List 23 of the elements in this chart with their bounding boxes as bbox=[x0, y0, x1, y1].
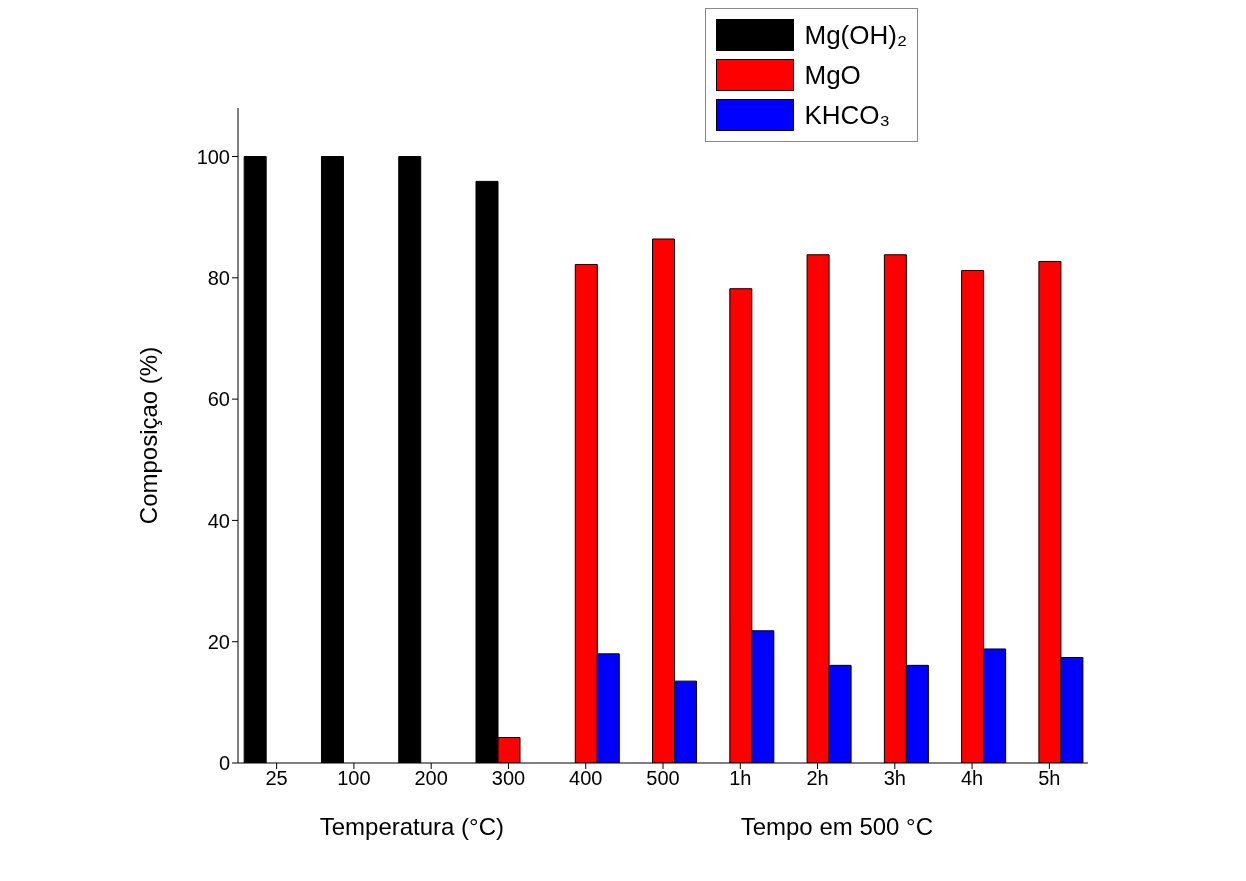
x-tick-label: 100 bbox=[337, 767, 371, 790]
y-tick-label: 60 bbox=[207, 388, 230, 411]
x-tick-label: 400 bbox=[569, 767, 603, 790]
x-tick-label: 300 bbox=[491, 767, 526, 790]
y-axis-title: Composiçao (%) bbox=[134, 346, 162, 525]
x-tick-label: 4h bbox=[960, 767, 984, 790]
x-tick-label: 200 bbox=[414, 767, 448, 790]
x-tick-label: 500 bbox=[646, 767, 680, 790]
legend-label: Mg(OH)₂ bbox=[804, 19, 907, 51]
legend-label: KHCO₃ bbox=[804, 99, 891, 131]
y-tick-label: 80 bbox=[207, 266, 230, 289]
text: Tempo em 500 °C bbox=[739, 813, 935, 841]
x-axis-title: Temperatura (°C) bbox=[318, 813, 505, 841]
y-tick-label: 20 bbox=[207, 630, 230, 653]
x-tick-label: 25 bbox=[265, 767, 288, 790]
x-tick-label: 2h bbox=[806, 767, 829, 790]
y-tick-label: 40 bbox=[207, 509, 230, 532]
x-tick-label: 1h bbox=[729, 767, 752, 790]
y-tick-label: 0 bbox=[218, 752, 230, 775]
legend-label: MgO bbox=[804, 59, 861, 91]
x-tick-label: 5h bbox=[1038, 767, 1061, 790]
x-tick-label: 3h bbox=[883, 767, 906, 790]
y-tick-label: 100 bbox=[196, 145, 230, 168]
